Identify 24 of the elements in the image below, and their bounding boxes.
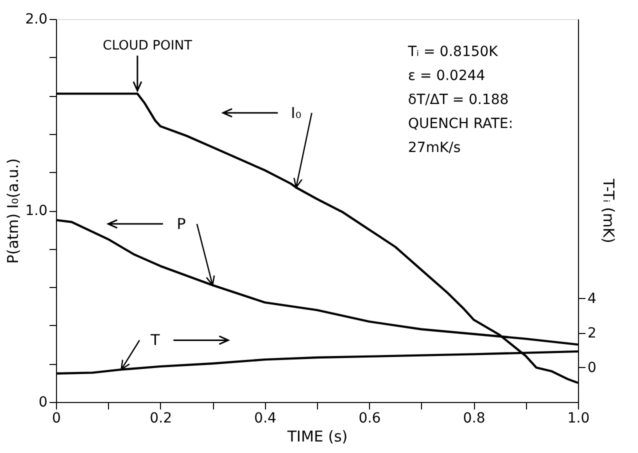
y-tick-label: 2.0 — [25, 12, 48, 28]
y2-tick-label: 4 — [588, 290, 596, 307]
annotation: Tᵢ = 0.8150K — [407, 44, 499, 60]
y2-axis-title: T-Tᵢ (mK) — [599, 178, 618, 244]
x-tick-label: 0.6 — [358, 410, 381, 426]
legend-label: I₀ — [290, 104, 302, 122]
annotation: CLOUD POINT — [102, 38, 192, 54]
x-tick-label: 1.0 — [567, 410, 590, 426]
series-label: T — [150, 331, 161, 350]
x-axis-title: TIME (s) — [286, 428, 348, 446]
y2-tick-label: 0 — [588, 360, 596, 376]
annotation: ε = 0.0244 — [408, 68, 486, 84]
y-tick-label: 1.0 — [25, 203, 48, 219]
legend-label: P — [176, 214, 186, 233]
y-tick-label: 0 — [38, 394, 48, 410]
x-tick-label: 0 — [52, 410, 61, 426]
x-tick-label: 0.8 — [462, 410, 486, 426]
x-tick-label: 0.4 — [254, 410, 277, 426]
y2-tick-label: 2 — [588, 325, 596, 342]
annotation: 27mK/s — [408, 140, 461, 156]
annotation: QUENCH RATE: — [408, 116, 514, 132]
y-axis-title: P(atm) I₀(a.u.) — [4, 158, 22, 264]
x-tick-label: 0.2 — [150, 410, 172, 426]
annotation: δT/ΔT = 0.188 — [408, 92, 509, 108]
